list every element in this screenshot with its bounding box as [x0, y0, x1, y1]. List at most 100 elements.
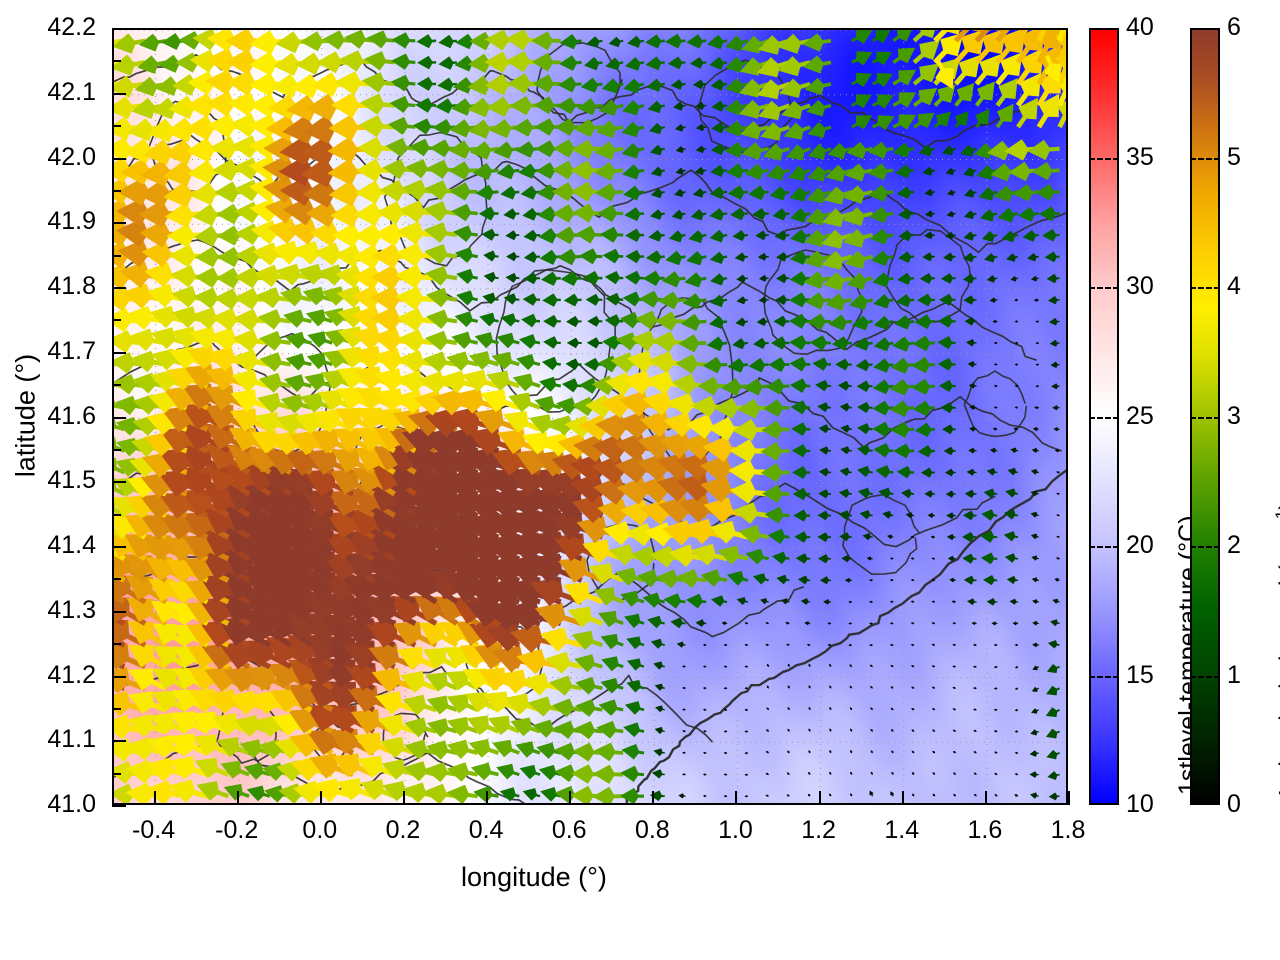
wind-arrow	[650, 209, 665, 220]
wind-arrow	[402, 694, 437, 716]
wind-arrow	[114, 33, 146, 54]
wind-arrow	[910, 578, 915, 582]
wind-arrow	[973, 708, 977, 711]
wind-arrow	[849, 294, 873, 310]
wind-arrow	[794, 531, 811, 543]
wind-arrow	[1044, 251, 1060, 263]
wind-arrow	[815, 379, 832, 392]
wind-arrow	[839, 467, 852, 477]
wind-arrow	[426, 309, 458, 329]
wind-arrow	[732, 338, 749, 350]
wind-arrow	[658, 291, 686, 310]
wind-arrow	[686, 593, 707, 609]
wind-arrow	[875, 465, 894, 479]
wind-arrow	[1014, 320, 1019, 323]
wind-arrow	[980, 530, 998, 543]
wind-arrow	[960, 144, 977, 157]
wind-arrow	[910, 622, 915, 625]
wind-arrow	[818, 489, 832, 499]
wind-arrow	[952, 686, 956, 690]
wind-arrow	[676, 641, 686, 648]
wind-arrow	[726, 163, 749, 179]
wind-arrow	[805, 208, 832, 226]
wind-arrow	[937, 357, 956, 371]
wind-arrow	[804, 229, 832, 247]
wind-arrow	[917, 445, 935, 458]
wind-arrow	[1014, 708, 1019, 712]
wind-arrow	[774, 230, 790, 241]
wind-arrow	[331, 448, 376, 475]
wind-arrow	[468, 739, 500, 758]
wind-arrow	[850, 793, 853, 797]
wind-arrow	[912, 88, 938, 107]
wind-arrow	[599, 226, 624, 243]
wind-arrow	[789, 356, 811, 372]
wind-arrow	[1056, 471, 1060, 474]
wind-arrow	[727, 358, 749, 373]
x-tick-mark	[569, 791, 572, 805]
wind-arrow	[694, 166, 707, 176]
wind-arrow	[964, 188, 977, 198]
wind-arrow	[114, 575, 147, 605]
wind-arrow	[595, 120, 624, 139]
wind-arrow	[682, 686, 686, 690]
wind-arrow	[869, 664, 873, 668]
wind-arrow	[653, 748, 665, 757]
colorbar-tick-mark	[1089, 157, 1119, 160]
wind-arrow	[808, 728, 811, 732]
wind-arrow	[792, 487, 811, 501]
wind-arrow	[642, 270, 665, 286]
y-tick-label: 41.1	[47, 725, 96, 754]
wind-arrow	[623, 722, 645, 738]
wind-arrow	[850, 749, 853, 754]
wind-arrow	[624, 613, 645, 628]
wind-arrow	[416, 76, 437, 91]
wind-arrow	[605, 57, 624, 71]
wind-arrow	[993, 406, 998, 409]
wind-arrow	[873, 443, 894, 458]
wind-arrow	[855, 359, 873, 372]
y-tick-mark	[112, 416, 126, 419]
wind-arrow	[967, 361, 977, 368]
wind-arrow	[822, 272, 853, 291]
x-tick-mark	[486, 791, 489, 805]
wind-arrow	[869, 206, 894, 224]
wind-arrow	[522, 788, 541, 801]
wind-arrow	[496, 332, 520, 349]
wind-arrow	[1031, 555, 1039, 561]
wind-arrow	[404, 717, 437, 738]
wind-arrow	[1013, 184, 1039, 202]
colorbar-tick-mark	[1190, 287, 1220, 289]
wind-colorbar-title-exponent: -1	[1272, 509, 1280, 525]
wind-arrow	[758, 100, 791, 121]
wind-arrow	[974, 54, 1001, 86]
wind-arrow	[700, 569, 728, 587]
wind-arrow	[510, 717, 541, 737]
wind-arrow	[766, 685, 770, 689]
wind-arrow	[973, 772, 977, 776]
wind-arrow	[818, 424, 832, 434]
wind-arrow	[952, 729, 957, 733]
wind-arrow	[791, 444, 811, 458]
wind-arrow	[849, 707, 853, 711]
wind-arrow	[765, 772, 769, 776]
wind-arrow	[652, 331, 686, 353]
wind-arrow	[470, 141, 499, 160]
wind-arrow	[604, 271, 624, 285]
wind-arrow	[577, 98, 603, 116]
wind-arrow	[559, 34, 582, 50]
wind-arrow	[358, 115, 395, 138]
x-tick-mark	[1068, 791, 1070, 805]
wind-arrow	[690, 209, 707, 221]
wind-arrow	[522, 207, 541, 221]
wind-arrow	[1045, 728, 1060, 739]
wind-arrow	[952, 751, 957, 754]
wind-arrow	[540, 627, 583, 652]
wind-arrow	[744, 665, 748, 668]
wind-arrow	[435, 98, 457, 114]
wind-arrow	[809, 335, 832, 351]
colorbar-tick-label: 10	[1126, 790, 1154, 818]
wind-arrow	[723, 665, 728, 668]
wind-arrow	[391, 53, 416, 70]
wind-arrow	[709, 315, 728, 329]
